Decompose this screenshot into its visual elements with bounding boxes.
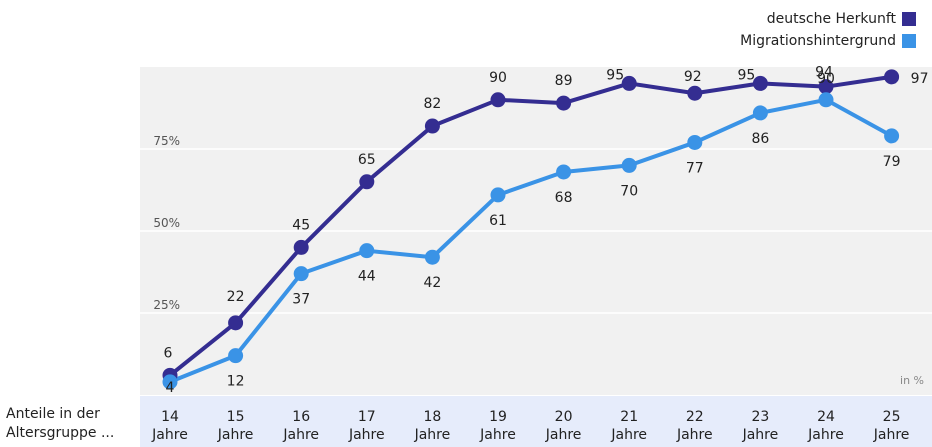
x-tick-label: 19 Jahre (479, 409, 516, 443)
x-tick-label: 20 Jahre (545, 409, 582, 443)
x-tick-label: 22 Jahre (676, 409, 713, 443)
row-label-line: Anteile in der (6, 406, 100, 422)
data-label: 37 (292, 292, 310, 308)
data-point[interactable] (818, 92, 834, 108)
data-label: 45 (292, 217, 310, 233)
x-tick-label: 21 Jahre (610, 409, 647, 443)
data-point[interactable] (687, 85, 703, 101)
data-point[interactable] (359, 174, 375, 190)
data-point[interactable] (687, 134, 703, 150)
data-label: 65 (358, 152, 376, 168)
data-point[interactable] (228, 315, 244, 331)
data-point[interactable] (621, 75, 637, 91)
data-label: 70 (620, 183, 638, 199)
data-label: 61 (489, 213, 507, 229)
y-tick-label: 50% (153, 216, 180, 230)
data-point[interactable] (293, 239, 309, 255)
data-point[interactable] (490, 187, 506, 203)
unit-label: in % (900, 374, 924, 387)
data-label: 86 (751, 131, 769, 147)
data-label: 92 (684, 69, 702, 85)
data-point[interactable] (424, 118, 440, 134)
data-label: 95 (606, 67, 624, 83)
data-point[interactable] (424, 249, 440, 265)
data-label: 79 (883, 154, 901, 170)
row-label: Anteile in der Altersgruppe ... (6, 405, 114, 443)
category-band (140, 396, 932, 447)
data-point[interactable] (162, 374, 178, 390)
data-point[interactable] (228, 348, 244, 364)
legend-label: deutsche Herkunft (766, 11, 896, 27)
data-label: 12 (227, 374, 245, 390)
data-label: 90 (817, 71, 835, 87)
data-point[interactable] (293, 266, 309, 282)
legend: deutsche Herkunft Migrationshintergrund (740, 8, 916, 52)
y-tick-label: 25% (153, 298, 180, 312)
data-point[interactable] (359, 243, 375, 259)
data-label: 90 (489, 70, 507, 86)
x-tick-label: 17 Jahre (348, 409, 385, 443)
data-point[interactable] (884, 69, 900, 85)
data-point[interactable] (556, 164, 572, 180)
data-label: 6 (164, 345, 173, 361)
data-point[interactable] (752, 105, 768, 121)
data-point[interactable] (818, 79, 834, 95)
data-label: 77 (686, 160, 704, 176)
x-tick-label: 14 Jahre (151, 409, 188, 443)
series-line (168, 74, 892, 377)
x-tick-label: 15 Jahre (217, 409, 254, 443)
legend-swatch (902, 12, 916, 26)
x-tick-label: 16 Jahre (282, 409, 319, 443)
series-line (169, 97, 893, 384)
data-label: 42 (423, 275, 441, 291)
data-label: 44 (358, 269, 376, 285)
data-label: 82 (423, 96, 441, 112)
data-label: 95 (737, 67, 755, 83)
legend-item-migrationshintergrund[interactable]: Migrationshintergrund (740, 30, 916, 52)
data-point[interactable] (884, 128, 900, 144)
y-tick-label: 75% (153, 134, 180, 148)
legend-item-deutsche-herkunft[interactable]: deutsche Herkunft (740, 8, 916, 30)
x-tick-label: 24 Jahre (807, 409, 844, 443)
legend-label: Migrationshintergrund (740, 33, 896, 49)
data-point[interactable] (752, 75, 768, 91)
data-label: 4 (166, 380, 175, 396)
x-tick-label: 23 Jahre (742, 409, 779, 443)
data-label: 94 (815, 65, 833, 81)
data-point[interactable] (556, 95, 572, 111)
x-tick-label: 25 Jahre (873, 409, 910, 443)
data-label: 68 (555, 190, 573, 206)
data-point[interactable] (621, 157, 637, 173)
data-label: 89 (555, 73, 573, 89)
data-label: 97 (911, 71, 929, 87)
row-label-line: Altersgruppe ... (6, 425, 115, 441)
data-point[interactable] (490, 92, 506, 108)
legend-swatch (902, 34, 916, 48)
x-tick-label: 18 Jahre (414, 409, 451, 443)
data-label: 22 (227, 289, 245, 305)
